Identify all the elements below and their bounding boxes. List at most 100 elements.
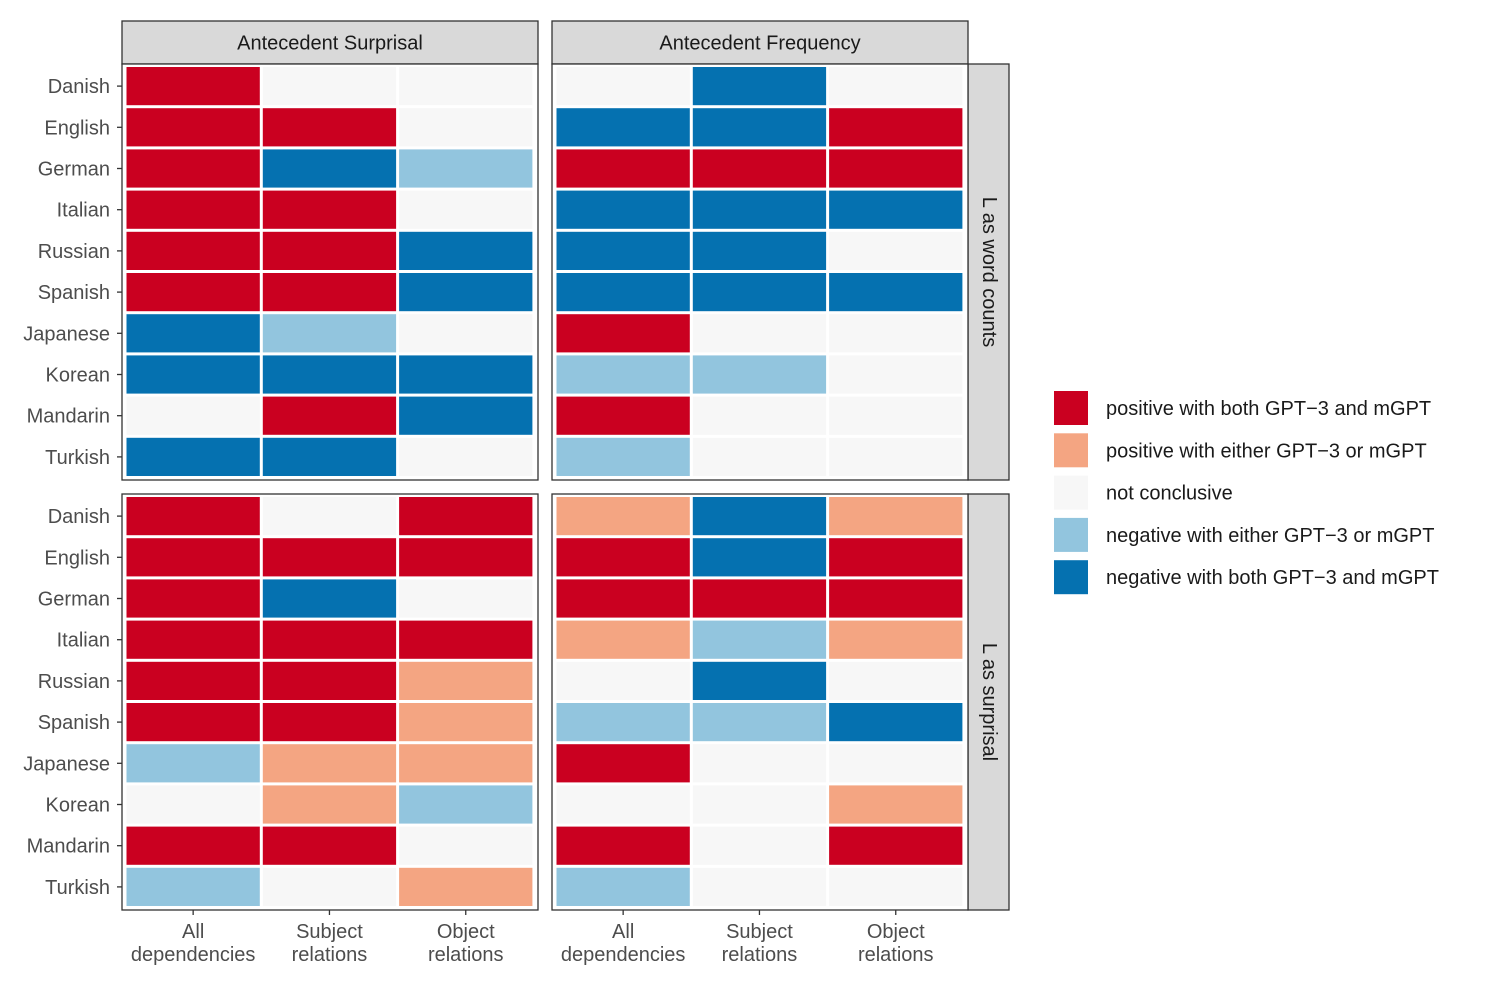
tile-danish-object-relations <box>399 497 533 536</box>
y-tick-label-mandarin: Mandarin <box>27 836 110 858</box>
tile-danish-subject-relations <box>692 67 827 106</box>
legend: positive with both GPT−3 and mGPT positiv… <box>1054 391 1439 595</box>
tile-japanese-object-relations <box>399 744 533 783</box>
y-axis-l-as-word-counts: Danish English German Italian Russian Spanish… <box>23 76 122 469</box>
tile-english-all-dependencies <box>126 108 260 147</box>
y-tick-label-danish: Danish <box>48 76 110 98</box>
tile-russian-all-dependencies <box>126 231 260 270</box>
tile-korean-all-dependencies <box>556 785 690 824</box>
tile-japanese-all-dependencies <box>126 314 260 353</box>
x-tick-label-line: relations <box>722 944 798 966</box>
x-tick-label-line: dependencies <box>131 944 256 966</box>
y-tick-label-english: English <box>44 117 110 139</box>
tile-russian-subject-relations <box>692 661 827 700</box>
facet-strip-label: Antecedent Frequency <box>659 33 860 55</box>
y-axis-l-as-surprisal: Danish English German Italian Russian Spanish… <box>23 506 122 899</box>
x-tick-label-subject-relations: Subject relations <box>292 921 368 966</box>
y-tick-label-german: German <box>38 589 110 611</box>
tile-german-all-dependencies <box>556 149 690 188</box>
tile-japanese-object-relations <box>399 314 533 353</box>
y-tick-label-korean: Korean <box>46 795 111 817</box>
tile-turkish-all-dependencies <box>556 867 690 906</box>
tile-italian-subject-relations <box>262 190 397 229</box>
tile-english-subject-relations <box>692 538 827 577</box>
tile-mandarin-object-relations <box>399 396 533 435</box>
tile-russian-subject-relations <box>262 231 397 270</box>
tile-mandarin-subject-relations <box>692 826 827 865</box>
tile-english-object-relations <box>829 538 963 577</box>
facet-strip-antecedent-surprisal: Antecedent Surprisal <box>121 20 539 65</box>
tile-turkish-object-relations <box>829 867 963 906</box>
tile-korean-subject-relations <box>262 355 397 394</box>
tile-spanish-all-dependencies <box>126 703 260 742</box>
tile-english-all-dependencies <box>556 108 690 147</box>
x-tick-label-line: relations <box>858 944 934 966</box>
x-tick-label-line: Object <box>437 921 495 943</box>
legend-key-neg_both <box>1054 560 1088 595</box>
tile-japanese-all-dependencies <box>556 314 690 353</box>
panel-border <box>551 63 969 481</box>
tile-german-subject-relations <box>262 579 397 618</box>
tile-spanish-object-relations <box>829 703 963 742</box>
tile-italian-subject-relations <box>692 190 827 229</box>
y-tick-label-mandarin: Mandarin <box>27 406 110 428</box>
tile-english-object-relations <box>829 108 963 147</box>
y-tick-label-japanese: Japanese <box>23 323 110 345</box>
tile-korean-all-dependencies <box>126 785 260 824</box>
facet-strip-antecedent-frequency: Antecedent Frequency <box>551 20 969 65</box>
tile-english-object-relations <box>399 108 533 147</box>
tile-danish-all-dependencies <box>556 497 690 536</box>
tile-italian-subject-relations <box>262 620 397 659</box>
legend-item-neg_both: negative with both GPT−3 and mGPT <box>1054 560 1439 595</box>
tile-german-object-relations <box>829 579 963 618</box>
x-tick-label-object-relations: Object relations <box>858 921 934 966</box>
tile-korean-all-dependencies <box>556 355 690 394</box>
tile-danish-subject-relations <box>692 497 827 536</box>
tile-korean-all-dependencies <box>126 355 260 394</box>
tile-danish-object-relations <box>829 67 963 106</box>
legend-item-pos_both: positive with both GPT−3 and mGPT <box>1054 391 1431 425</box>
tile-german-object-relations <box>829 149 963 188</box>
y-tick-label-turkish: Turkish <box>45 447 110 469</box>
legend-label-neg_either: negative with either GPT−3 or mGPT <box>1106 525 1434 547</box>
tile-danish-subject-relations <box>262 67 397 106</box>
tile-turkish-subject-relations <box>262 867 397 906</box>
x-tick-label-line: Subject <box>296 921 363 943</box>
y-tick-label-japanese: Japanese <box>23 753 110 775</box>
tile-spanish-subject-relations <box>262 703 397 742</box>
tile-turkish-object-relations <box>399 867 533 906</box>
tile-korean-subject-relations <box>262 785 397 824</box>
y-tick-label-spanish: Spanish <box>38 282 110 304</box>
y-tick-label-spanish: Spanish <box>38 712 110 734</box>
tile-mandarin-object-relations <box>399 826 533 865</box>
tile-german-all-dependencies <box>556 579 690 618</box>
tile-turkish-all-dependencies <box>556 437 690 476</box>
tile-korean-object-relations <box>829 355 963 394</box>
tile-russian-all-dependencies <box>556 661 690 700</box>
row-strip-l-as-surprisal: L as surprisal <box>967 493 1010 911</box>
tile-english-object-relations <box>399 538 533 577</box>
x-tick-label-subject-relations: Subject relations <box>722 921 798 966</box>
tile-korean-object-relations <box>399 785 533 824</box>
tile-korean-subject-relations <box>692 785 827 824</box>
x-tick-label-all-dependencies: All dependencies <box>131 921 256 966</box>
tile-turkish-all-dependencies <box>126 437 260 476</box>
tile-turkish-subject-relations <box>262 437 397 476</box>
tile-danish-object-relations <box>399 67 533 106</box>
tile-japanese-all-dependencies <box>126 744 260 783</box>
tile-turkish-object-relations <box>829 437 963 476</box>
tile-german-subject-relations <box>262 149 397 188</box>
tile-spanish-all-dependencies <box>556 273 690 312</box>
tile-russian-all-dependencies <box>556 231 690 270</box>
tile-danish-all-dependencies <box>126 67 260 106</box>
y-tick-label-russian: Russian <box>38 671 110 693</box>
tile-russian-object-relations <box>829 661 963 700</box>
tile-turkish-all-dependencies <box>126 867 260 906</box>
tile-english-all-dependencies <box>556 538 690 577</box>
x-tick-label-line: relations <box>292 944 368 966</box>
y-tick-label-turkish: Turkish <box>45 877 110 899</box>
tile-russian-subject-relations <box>692 231 827 270</box>
tile-german-subject-relations <box>692 149 827 188</box>
facet-strip-bg <box>121 20 539 65</box>
